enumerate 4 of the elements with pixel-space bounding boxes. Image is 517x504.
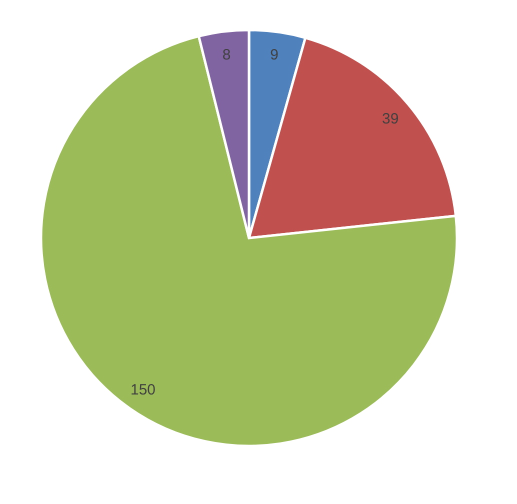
data-label: 8 <box>222 46 231 64</box>
data-label: 9 <box>270 46 278 64</box>
data-label: 150 <box>130 382 156 399</box>
data-label: 39 <box>382 110 399 128</box>
